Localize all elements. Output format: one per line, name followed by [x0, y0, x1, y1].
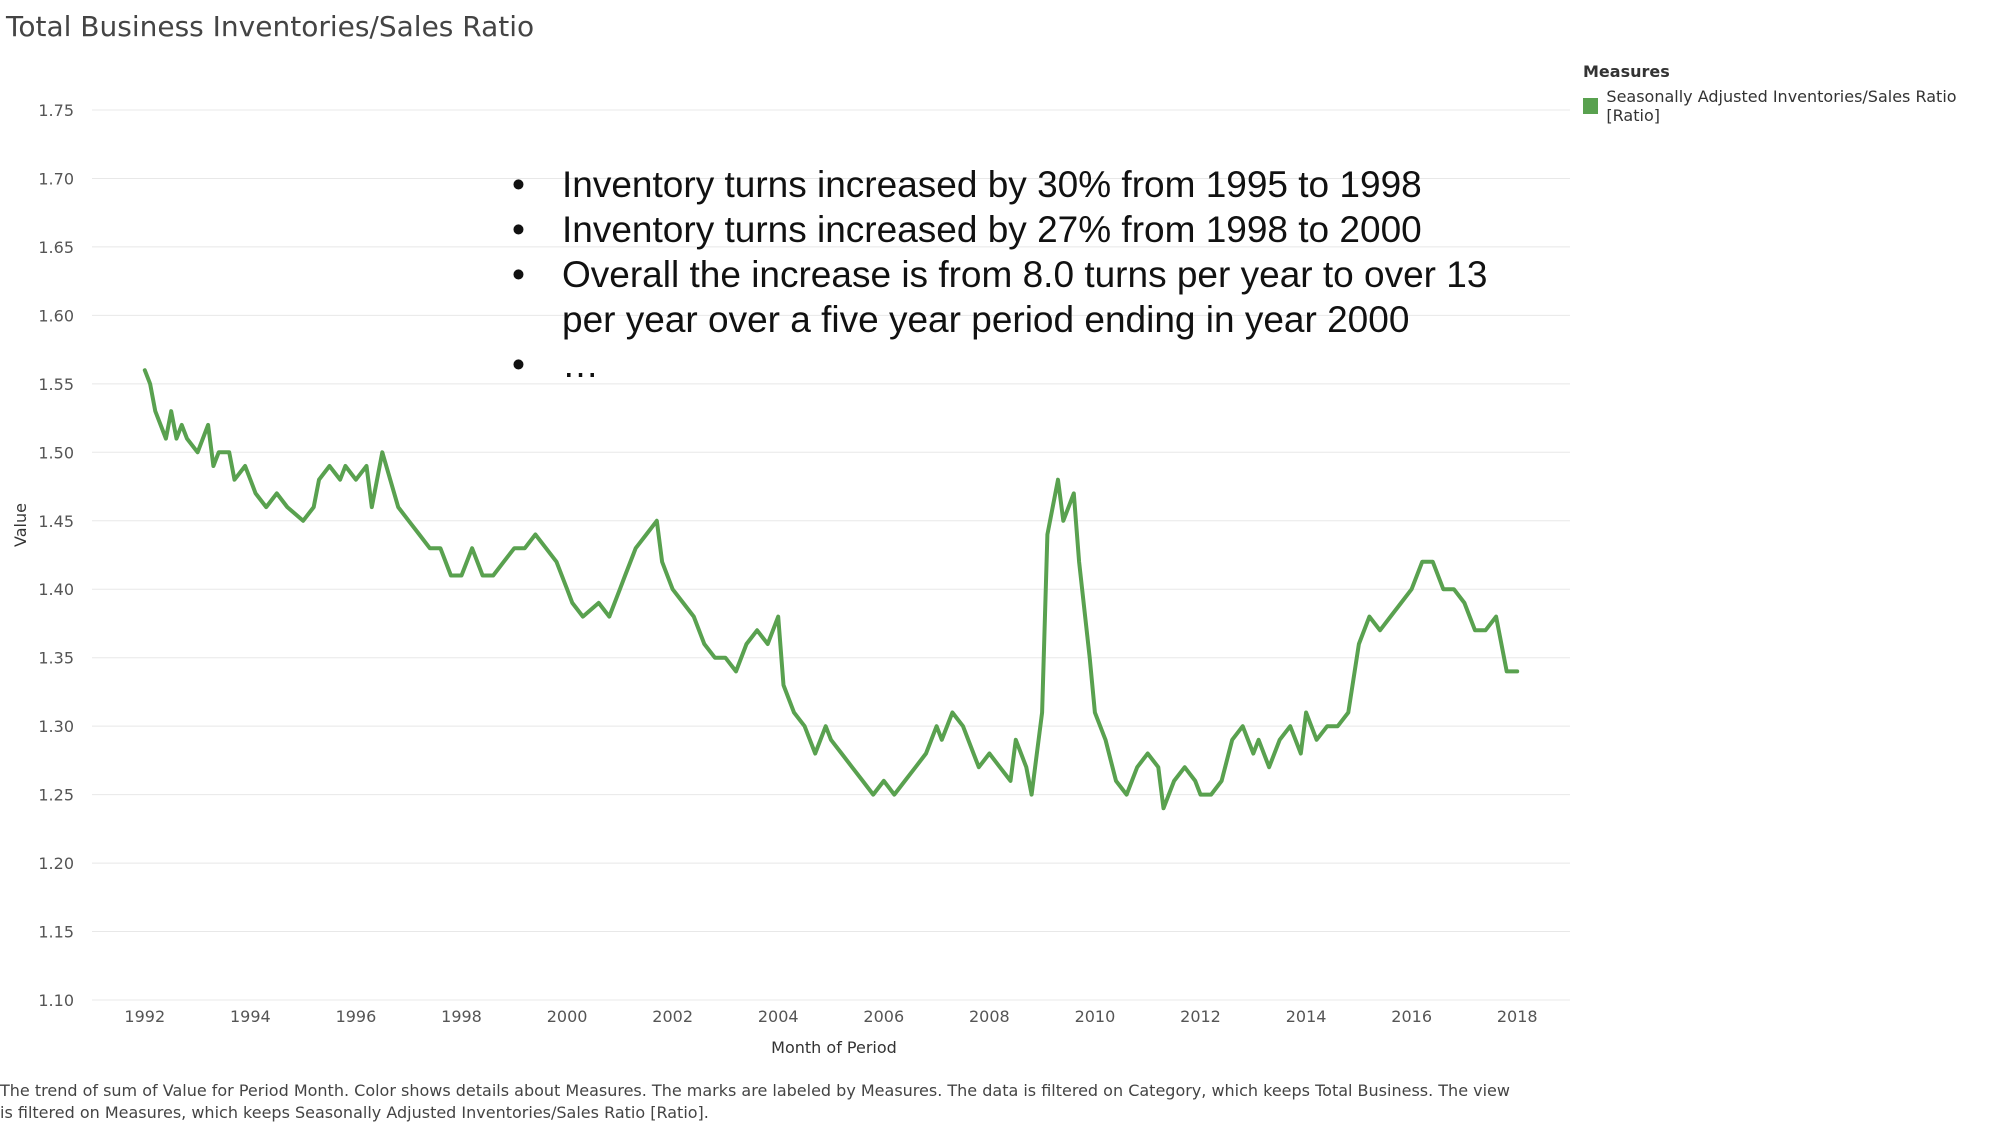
y-tick-label: 1.20 [38, 854, 74, 873]
x-tick-label: 1992 [124, 1007, 165, 1026]
y-tick-label: 1.40 [38, 580, 74, 599]
y-tick-label: 1.35 [38, 649, 74, 668]
legend-swatch [1583, 98, 1599, 114]
x-tick-label: 2004 [758, 1007, 799, 1026]
annotation-box: • Inventory turns increased by 30% from 1… [512, 162, 1512, 387]
x-axis-ticks: 1992 1994 1996 1998 2000 2002 2004 2006 2008 2010… [124, 1007, 1537, 1026]
annotation-bullet: • Inventory turns increased by 30% from 1… [512, 164, 1422, 205]
y-tick-label: 1.10 [38, 991, 74, 1010]
y-tick-label: 1.50 [38, 443, 74, 462]
annotation-bullet: • Inventory turns increased by 27% from 1… [512, 209, 1422, 250]
y-tick-label: 1.70 [38, 169, 74, 188]
series-group [142, 368, 1520, 811]
annotation-bullet: •… [512, 344, 599, 385]
y-axis-label: Value [11, 503, 30, 547]
legend: Measures Seasonally Adjusted Inventories… [1583, 62, 2000, 125]
chart-caption: The trend of sum of Value for Period Mon… [0, 1081, 1510, 1122]
x-tick-label: 2016 [1391, 1007, 1432, 1026]
x-tick-label: 1996 [336, 1007, 377, 1026]
y-axis-ticks: 1.10 1.15 1.20 1.25 1.30 1.35 1.40 1.45 1.50 1.55… [38, 101, 74, 1010]
y-tick-label: 1.25 [38, 786, 74, 805]
x-axis-label: Month of Period [771, 1038, 897, 1057]
legend-item[interactable]: Seasonally Adjusted Inventories/Sales Ra… [1583, 87, 2000, 125]
x-tick-label: 1998 [441, 1007, 482, 1026]
x-tick-label: 1994 [230, 1007, 271, 1026]
y-tick-label: 1.30 [38, 717, 74, 736]
x-tick-label: 2010 [1075, 1007, 1116, 1026]
y-tick-label: 1.65 [38, 238, 74, 257]
bullet-icon: • [512, 164, 525, 205]
x-tick-label: 2012 [1180, 1007, 1221, 1026]
gridlines [92, 109, 1570, 1001]
chart-title: Total Business Inventories/Sales Ratio [6, 10, 535, 43]
x-tick-label: 2002 [652, 1007, 693, 1026]
y-tick-label: 1.60 [38, 306, 74, 325]
legend-label: Seasonally Adjusted Inventories/Sales Ra… [1606, 87, 1957, 125]
x-tick-label: 2018 [1497, 1007, 1538, 1026]
bullet-icon: • [512, 254, 525, 295]
y-tick-label: 1.55 [38, 375, 74, 394]
y-tick-label: 1.15 [38, 923, 74, 942]
y-tick-label: 1.45 [38, 512, 74, 531]
x-tick-label: 2000 [547, 1007, 588, 1026]
bullet-icon: • [512, 209, 525, 250]
series-line[interactable] [142, 368, 1520, 811]
y-tick-label: 1.75 [38, 101, 74, 120]
x-tick-label: 2014 [1286, 1007, 1327, 1026]
x-tick-label: 2006 [863, 1007, 904, 1026]
annotation-bullet: • Overall the increase is from 8.0 turns … [512, 254, 1488, 340]
x-tick-label: 2008 [969, 1007, 1010, 1026]
legend-title: Measures [1583, 62, 1670, 81]
bullet-icon: • [512, 344, 525, 385]
